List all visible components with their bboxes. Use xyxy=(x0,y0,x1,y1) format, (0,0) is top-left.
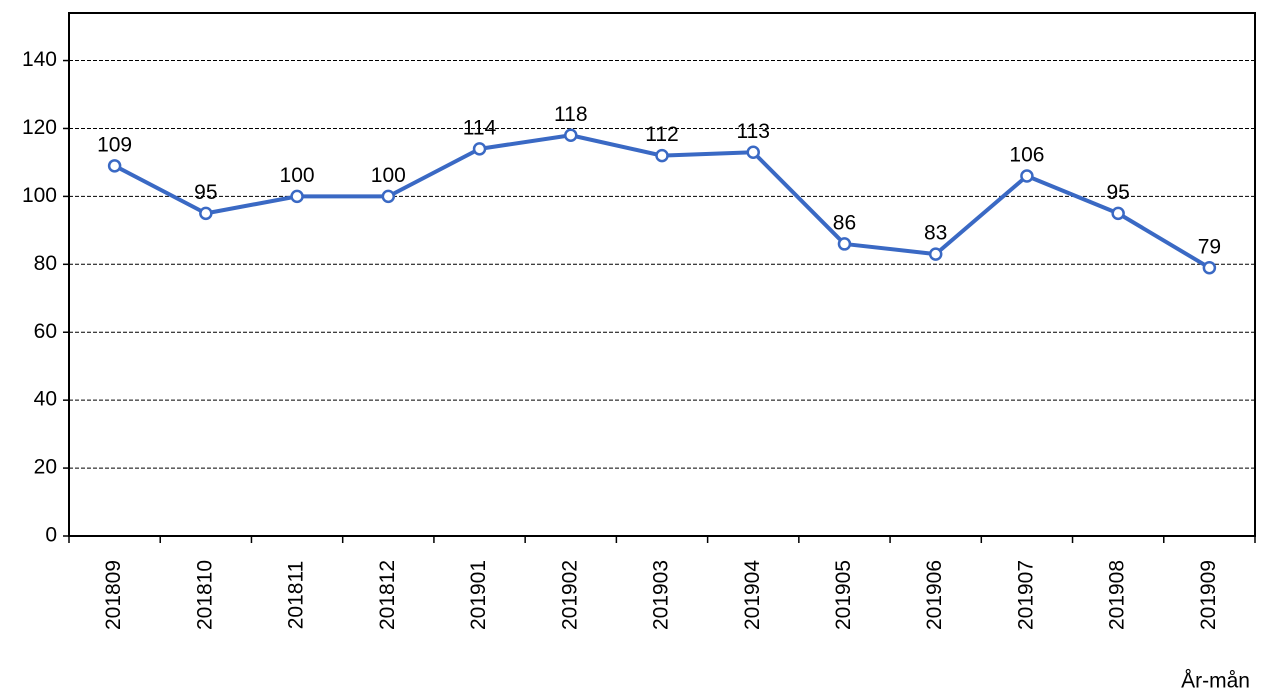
x-tick-label: 201811 xyxy=(285,561,308,630)
data-label: 113 xyxy=(736,120,769,143)
plot-area xyxy=(68,12,1256,537)
y-tick-label: 0 xyxy=(45,524,57,547)
x-tick-label: 201906 xyxy=(923,560,946,630)
y-tick-label: 120 xyxy=(22,116,57,139)
data-label: 106 xyxy=(1009,144,1044,167)
data-label: 86 xyxy=(833,211,856,234)
y-tick-label: 60 xyxy=(34,320,57,343)
x-tick-label: 201902 xyxy=(558,560,581,630)
data-label: 79 xyxy=(1198,235,1221,258)
marker xyxy=(837,237,852,251)
data-label: 83 xyxy=(924,222,947,245)
marker xyxy=(928,247,943,261)
x-tick-label: 201909 xyxy=(1197,560,1220,630)
marker xyxy=(746,145,760,159)
x-tick-label: 201905 xyxy=(832,560,855,630)
data-label: 114 xyxy=(463,116,497,139)
marker xyxy=(472,142,487,156)
data-label: 95 xyxy=(194,181,217,204)
marker xyxy=(381,189,396,204)
x-tick-label: 201904 xyxy=(741,560,764,630)
marker xyxy=(1111,206,1125,221)
data-label: 100 xyxy=(371,164,406,187)
x-tick-label: 201903 xyxy=(650,560,673,630)
data-label: 118 xyxy=(554,103,587,126)
x-tick-label: 201812 xyxy=(376,560,399,630)
y-tick-label: 40 xyxy=(34,388,57,411)
x-tick-label: 201809 xyxy=(102,560,125,630)
marker xyxy=(290,189,304,204)
marker xyxy=(1020,169,1034,183)
data-label: 112 xyxy=(645,123,678,146)
marker xyxy=(1202,260,1217,275)
data-label: 109 xyxy=(97,133,132,156)
x-axis-label: År-mån xyxy=(1181,670,1250,693)
x-tick-label: 201901 xyxy=(467,560,490,630)
y-tick-label: 140 xyxy=(22,48,57,71)
y-tick-label: 20 xyxy=(34,456,57,479)
marker xyxy=(107,159,122,173)
data-label: 95 xyxy=(1106,181,1129,204)
x-tick-label: 201907 xyxy=(1014,560,1037,630)
marker xyxy=(564,128,578,143)
x-tick-label: 201810 xyxy=(193,560,216,630)
y-tick-label: 100 xyxy=(22,184,57,207)
marker xyxy=(655,148,669,163)
data-label: 100 xyxy=(280,164,315,187)
marker xyxy=(199,206,213,221)
y-tick-label: 80 xyxy=(34,252,57,275)
x-tick-label: 201908 xyxy=(1106,560,1129,630)
